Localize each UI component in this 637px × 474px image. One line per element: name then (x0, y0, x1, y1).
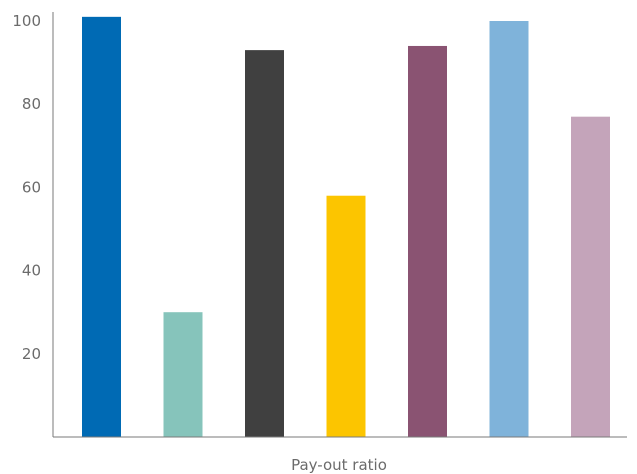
x-axis-label: Pay-out ratio (291, 456, 387, 474)
y-tick-label: 100 (12, 12, 41, 30)
y-tick-label: 40 (22, 262, 41, 280)
y-tick-label: 80 (22, 95, 41, 113)
bar-4 (326, 195, 366, 437)
bar-6 (489, 21, 529, 437)
y-tick-label: 20 (22, 345, 41, 363)
bar-7 (571, 116, 610, 438)
y-tick-label: 60 (22, 178, 41, 196)
y-axis-ticks: 20 40 60 80 100 (12, 12, 41, 363)
bar-2 (163, 312, 203, 437)
bar-3 (245, 50, 284, 438)
bar-5 (408, 45, 447, 438)
bars (82, 16, 610, 438)
bar-1 (82, 16, 121, 438)
